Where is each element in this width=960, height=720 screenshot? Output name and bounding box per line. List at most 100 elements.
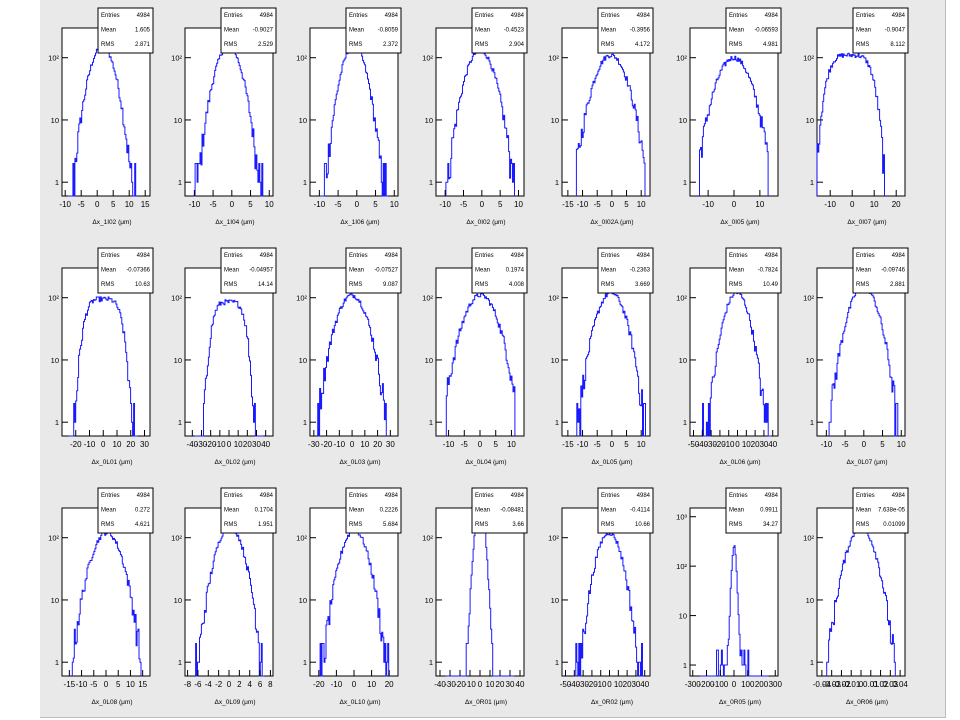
x-tick-label: 10: [126, 680, 135, 689]
x-tick-label: 0: [227, 680, 232, 689]
stats-box: Entries 4984 Mean -0.9027 RMS 2.529: [220, 7, 277, 54]
stats-label: RMS: [101, 522, 114, 528]
stats-box: Entries 4984 Mean 0.1704 RMS 1.951: [220, 487, 277, 534]
y-tick-label: 10: [679, 116, 687, 125]
stats-value: -0.07527: [374, 268, 398, 274]
x-tick-label: -5: [594, 200, 602, 209]
x-axis-label: Δx_0L06 (μm): [720, 459, 761, 466]
histogram-line: [699, 55, 769, 196]
stats-value: 5.684: [383, 522, 399, 528]
x-tick-label: -2: [215, 680, 223, 689]
y-tick-label: 10²: [422, 54, 433, 63]
stats-label: Entries: [601, 13, 620, 19]
x-tick-label: -30: [444, 680, 456, 689]
stats-value: -0.07366: [126, 268, 150, 274]
plot-frame: [689, 507, 779, 677]
stats-label: Mean: [856, 268, 871, 274]
x-tick-label: 40: [516, 680, 525, 689]
x-tick-label: 15: [138, 680, 147, 689]
stats-value: 0.2226: [380, 508, 399, 514]
x-tick-label: 10: [486, 680, 495, 689]
x-tick-label: 300: [769, 680, 783, 689]
x-tick-label: -100: [712, 680, 729, 689]
x-tick-label: 10: [507, 440, 516, 449]
y-tick-label: 10: [551, 116, 559, 125]
x-tick-label: -0.02: [832, 680, 851, 689]
stats-label: RMS: [224, 42, 237, 48]
stats-box: Entries 4984 Mean -0.07527 RMS 9.087: [345, 247, 402, 294]
y-tick-label: 10: [551, 356, 559, 365]
x-tick-label: 40: [261, 440, 270, 449]
histogram-panel-5: 1 10 10² -15 -10 -5 0 5 10 Δx_0I02A (μm) Entries 49…: [548, 7, 654, 226]
x-axis-label: Δx_0R02 (μm): [591, 699, 633, 706]
x-tick-label: -5: [842, 440, 850, 449]
stats-label: Mean: [349, 268, 364, 274]
stats-label: RMS: [349, 282, 362, 288]
x-tick-label: 10: [360, 440, 369, 449]
x-tick-label: 4: [247, 680, 252, 689]
x-tick-label: 8: [268, 680, 273, 689]
x-tick-label: 0: [227, 440, 232, 449]
y-tick-label: 10²: [548, 54, 559, 63]
stats-value: 4984: [260, 13, 274, 19]
y-tick-label: 1: [683, 418, 687, 427]
x-tick-label: -30: [705, 440, 717, 449]
x-tick-label: -10: [443, 440, 455, 449]
x-tick-label: -5: [461, 440, 469, 449]
histogram-panel-11: 1 10 10² -10 -5 0 5 10 Δx_0L04 (μm) Entries 4984 Me…: [422, 247, 528, 466]
x-tick-label: 20: [373, 440, 382, 449]
x-tick-label: -10: [214, 440, 226, 449]
x-tick-label: -8: [184, 680, 192, 689]
stats-label: RMS: [729, 42, 742, 48]
stats-value: 4984: [260, 253, 274, 259]
x-tick-label: -5: [460, 200, 468, 209]
x-tick-label: -10: [702, 200, 714, 209]
x-tick-label: 0: [355, 200, 360, 209]
stats-value: 4984: [765, 13, 779, 19]
stats-value: 8.112: [890, 42, 905, 48]
x-axis-label: Δx_1I02 (μm): [92, 219, 131, 226]
stats-value: 10.49: [763, 282, 779, 288]
stats-value: 4984: [511, 493, 525, 499]
y-tick-label: 10²: [676, 294, 687, 303]
stats-value: 34.27: [763, 522, 779, 528]
x-axis-label: Δx_1I06 (μm): [340, 219, 379, 226]
stats-box: Entries 4984 Mean 7.638e-05 RMS 0.01099: [852, 487, 909, 534]
x-tick-label: 0.02: [873, 680, 889, 689]
x-tick-label: -10: [821, 440, 833, 449]
y-tick-label: 10²: [422, 294, 433, 303]
x-tick-label: -10: [439, 200, 451, 209]
y-tick-label: 10: [174, 116, 182, 125]
stats-label: Mean: [475, 508, 490, 514]
y-tick-label: 10: [299, 596, 307, 605]
stats-value: 4984: [385, 253, 399, 259]
y-tick-label: 10: [806, 356, 814, 365]
stats-label: Entries: [729, 493, 748, 499]
y-tick-label: 1: [303, 178, 307, 187]
stats-value: -0.09746: [881, 268, 905, 274]
y-tick-label: 10²: [803, 54, 814, 63]
stats-label: Mean: [601, 28, 616, 34]
stats-value: -0.4523: [504, 28, 525, 34]
stats-label: Entries: [601, 253, 620, 259]
stats-label: Mean: [475, 268, 490, 274]
stats-value: 2.372: [383, 42, 399, 48]
x-tick-label: 5: [624, 200, 629, 209]
x-tick-label: -300: [685, 680, 702, 689]
x-tick-label: -6: [194, 680, 202, 689]
x-tick-label: -50: [688, 440, 700, 449]
histogram-panel-7: 1 10 10² -10 0 10 20 Δx_0I07 (μm) Entries 4984 Mea…: [803, 7, 909, 226]
x-tick-label: 200: [755, 680, 769, 689]
x-axis-label: Δx_0L02 (μm): [215, 459, 256, 466]
x-tick-label: 30: [631, 680, 640, 689]
y-tick-label: 1: [429, 178, 433, 187]
stats-value: -0.04957: [249, 268, 273, 274]
stats-box: Entries 4984 Mean -0.09746 RMS 2.881: [852, 247, 909, 294]
plot-frame: [816, 507, 906, 677]
stats-label: Entries: [349, 253, 368, 259]
y-tick-label: 10³: [676, 513, 687, 522]
y-tick-label: 1: [178, 418, 182, 427]
x-axis-label: Δx_0R01 (μm): [465, 699, 507, 706]
stats-label: Mean: [224, 508, 239, 514]
x-tick-label: 20: [623, 680, 632, 689]
